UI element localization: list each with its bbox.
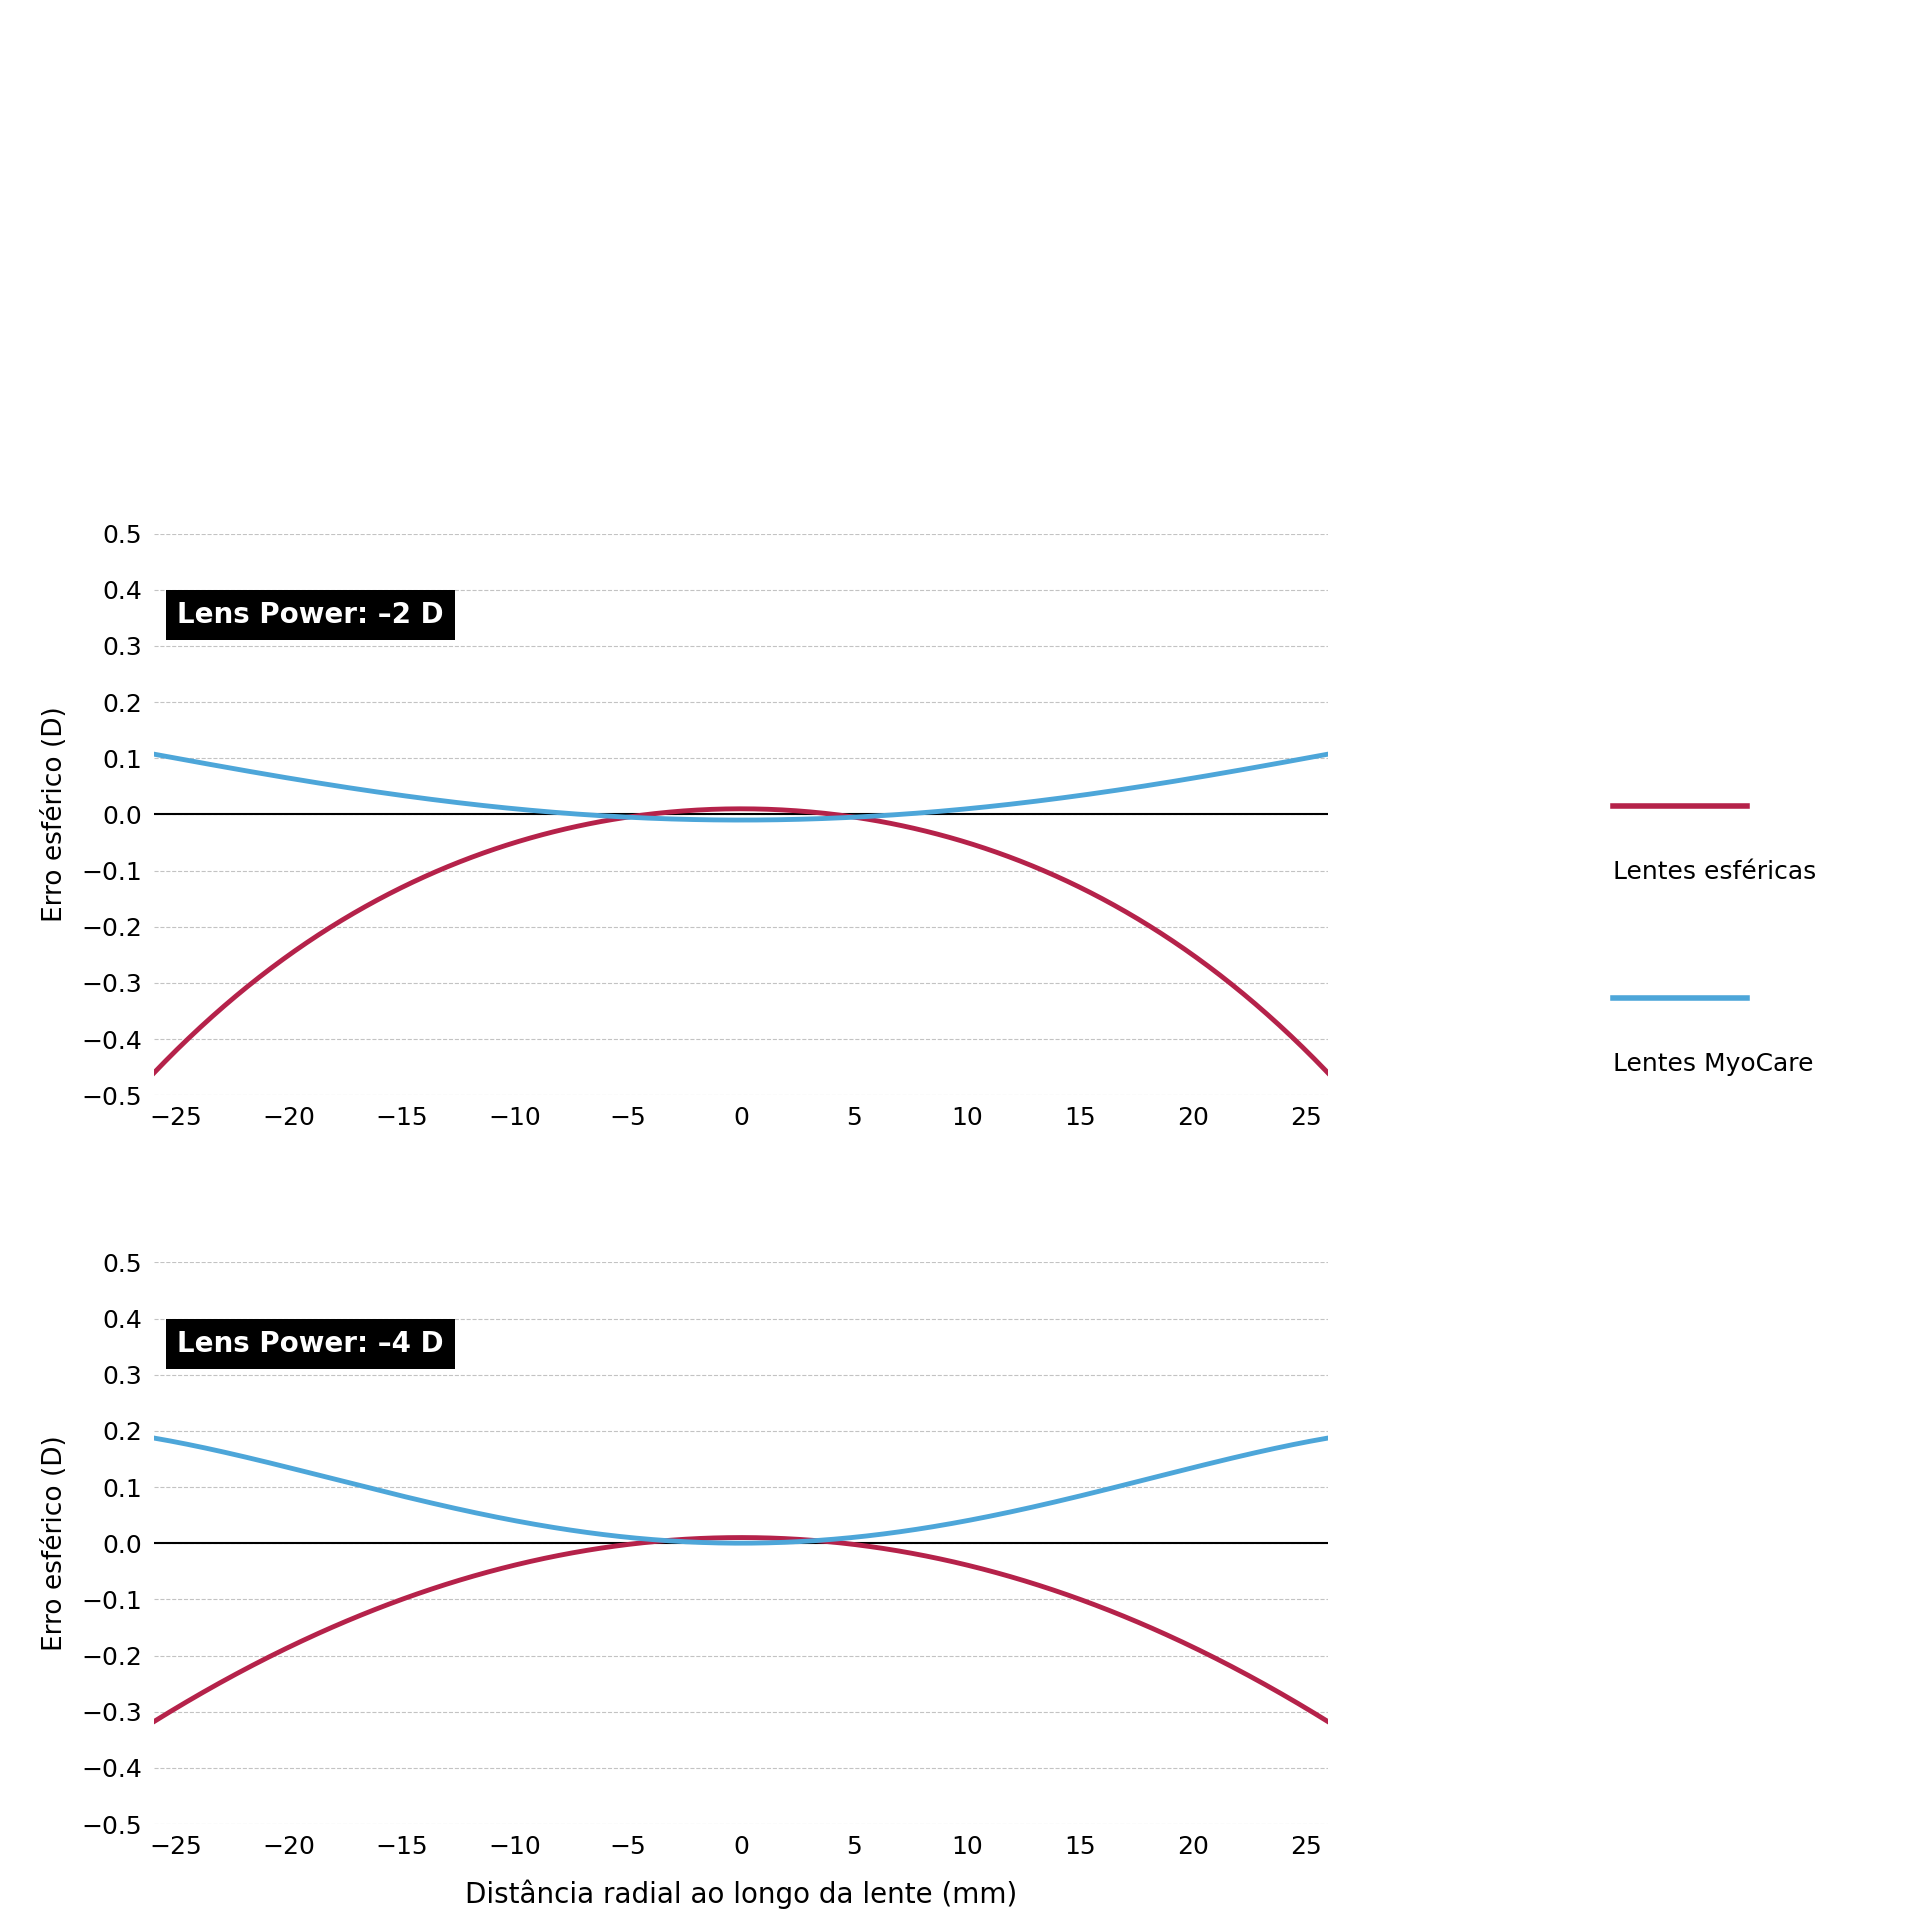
Text: Lens Power: –4 D: Lens Power: –4 D	[177, 1331, 444, 1357]
Text: Lentes MyoCare: Lentes MyoCare	[1613, 1052, 1812, 1075]
Text: Lens Power: –2 D: Lens Power: –2 D	[177, 601, 444, 630]
X-axis label: Distância radial ao longo da lente (mm): Distância radial ao longo da lente (mm)	[465, 1880, 1018, 1910]
Y-axis label: Erro esférico (D): Erro esférico (D)	[42, 1436, 67, 1651]
Y-axis label: Erro esférico (D): Erro esférico (D)	[42, 707, 67, 922]
Text: Lentes esféricas: Lentes esféricas	[1613, 860, 1816, 883]
